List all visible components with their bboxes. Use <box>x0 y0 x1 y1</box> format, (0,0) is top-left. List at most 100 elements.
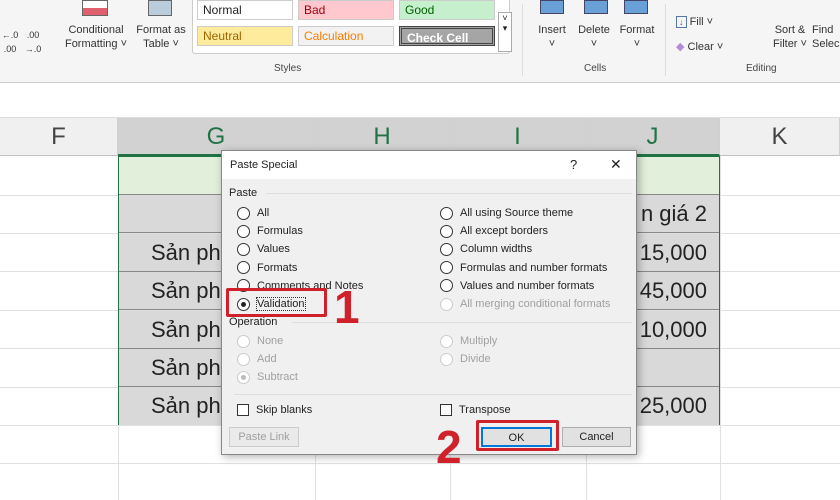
radio-add[interactable]: Add <box>237 351 277 367</box>
radio-icon <box>440 334 453 348</box>
product-cell: Sản ph <box>151 393 221 419</box>
sort-filter-button[interactable]: Sort & Filter ˅ <box>768 23 812 51</box>
label: Subtract <box>257 371 298 384</box>
price-cell: 15,000 <box>639 239 707 265</box>
column-header-f[interactable]: F <box>0 118 118 156</box>
step-2-label: 2 <box>436 421 462 473</box>
fill-icon: ↓ <box>676 16 687 28</box>
label: Formats <box>257 261 298 274</box>
radio-icon <box>440 261 453 275</box>
label: All <box>257 207 270 219</box>
radio-formulas-and-number-formats[interactable]: Formulas and number formats <box>440 260 607 276</box>
fill-button[interactable]: ↓ Fill ˅ <box>676 15 713 29</box>
product-cell: Sản ph <box>151 278 221 304</box>
gallery-more-button[interactable]: ˅ ▾ <box>498 12 512 52</box>
find-select-button[interactable]: Find Selec <box>812 23 840 51</box>
radio-icon <box>237 224 250 238</box>
label: Conditional <box>68 24 124 36</box>
price-cell: n giá 2 <box>640 201 707 227</box>
label: Values <box>257 243 290 256</box>
radio-subtract[interactable]: Subtract <box>237 369 298 385</box>
radio-icon <box>440 297 453 311</box>
cell-style-check-cell[interactable]: Check Cell <box>399 26 495 46</box>
insert-icon <box>540 0 564 14</box>
label: Add <box>257 353 277 366</box>
price-cell: 45,000 <box>639 278 707 304</box>
ok-button[interactable]: OK <box>481 427 552 447</box>
paste-link-button[interactable]: Paste Link <box>229 427 299 447</box>
column-header-j[interactable]: J <box>586 118 720 156</box>
column-header-k[interactable]: K <box>720 118 840 156</box>
radio-all[interactable]: All <box>237 205 269 221</box>
radio-icon <box>440 224 453 238</box>
paste-section-label: Paste <box>229 187 258 199</box>
close-button[interactable]: ✕ <box>610 156 622 172</box>
column-header-g[interactable]: G <box>118 118 315 156</box>
divider <box>292 322 632 323</box>
cell-style-neutral[interactable]: Neutral <box>197 26 293 46</box>
styles-group-label: Styles <box>274 63 302 74</box>
radio-icon <box>237 242 250 256</box>
format-button[interactable]: Format ˅ <box>619 24 655 50</box>
decrease-decimal-icon[interactable]: ←.0 .00 <box>1 30 19 54</box>
radio-column-widths[interactable]: Column widths <box>440 241 532 257</box>
cell-style-calculation[interactable]: Calculation <box>298 26 394 46</box>
label: Delete <box>578 24 610 36</box>
radio-values[interactable]: Values <box>237 241 290 257</box>
label: Selec <box>812 38 840 50</box>
highlight-validation <box>226 288 327 317</box>
radio-multiply[interactable]: Multiply <box>440 333 497 349</box>
label: Validation <box>256 297 306 311</box>
label: Format <box>619 24 655 36</box>
radio-icon <box>440 279 453 293</box>
paste-special-dialog: Paste Special ? ✕ Paste All Formulas Value… <box>221 150 637 455</box>
label: Values and number formats <box>460 279 595 292</box>
transpose-checkbox[interactable]: Transpose <box>440 402 511 418</box>
label: Fill ˅ <box>689 16 714 28</box>
format-as-table-button[interactable]: Format as Table ˅ <box>134 23 188 51</box>
radio-all-merging-conditional-formats[interactable]: All merging conditional formats <box>440 296 610 312</box>
label: Formatting ˅ <box>64 38 128 50</box>
editing-group-label: Editing <box>746 63 777 74</box>
skip-blanks-checkbox[interactable]: Skip blanks <box>237 402 312 418</box>
label: Sort & <box>774 24 806 36</box>
delete-button[interactable]: Delete ˅ <box>578 24 610 50</box>
insert-button[interactable]: Insert ˅ <box>538 24 566 50</box>
label: Column widths <box>460 243 533 256</box>
label: Insert <box>538 24 566 36</box>
format-as-table-icon <box>148 0 172 16</box>
label: Filter ˅ <box>773 38 807 50</box>
cancel-button[interactable]: Cancel <box>562 427 631 447</box>
dialog-title-bar: Paste Special ? ✕ <box>222 151 636 179</box>
format-icon <box>624 0 648 14</box>
cells-group-label: Cells <box>584 63 607 74</box>
radio-values-and-number-formats[interactable]: Values and number formats <box>440 278 594 294</box>
radio-icon <box>237 261 250 275</box>
cell-style-normal[interactable]: Normal <box>197 0 293 20</box>
radio-icon <box>237 334 250 348</box>
radio-all-except-borders[interactable]: All except borders <box>440 223 548 239</box>
clear-button[interactable]: ◆ Clear ˅ <box>676 40 723 54</box>
price-cell: 25,000 <box>639 393 707 419</box>
radio-validation[interactable]: Validation <box>237 296 306 312</box>
divider <box>665 4 666 76</box>
cell-style-bad[interactable]: Bad <box>298 0 394 20</box>
operation-section-label: Operation <box>229 316 278 328</box>
label: All using Source theme <box>460 207 574 219</box>
eraser-icon: ◆ <box>676 41 685 53</box>
ribbon: ←.0 .00 .00 →.0 Conditional Formatting ˅ … <box>0 0 840 83</box>
delete-icon <box>584 0 608 14</box>
radio-formulas[interactable]: Formulas <box>237 223 303 239</box>
radio-all-using-source-theme[interactable]: All using Source theme <box>440 205 573 221</box>
product-cell: Sản ph <box>151 239 221 265</box>
label: Clear ˅ <box>687 41 724 53</box>
label: Multiply <box>460 335 498 347</box>
radio-formats[interactable]: Formats <box>237 260 297 276</box>
conditional-formatting-button[interactable]: Conditional Formatting ˅ <box>58 23 134 51</box>
help-button[interactable]: ? <box>570 157 578 172</box>
cell-style-good[interactable]: Good <box>399 0 495 20</box>
radio-divide[interactable]: Divide <box>440 351 491 367</box>
increase-decimal-icon[interactable]: .00 →.0 <box>24 30 42 54</box>
conditional-formatting-icon <box>82 0 108 16</box>
radio-none[interactable]: None <box>237 333 283 349</box>
